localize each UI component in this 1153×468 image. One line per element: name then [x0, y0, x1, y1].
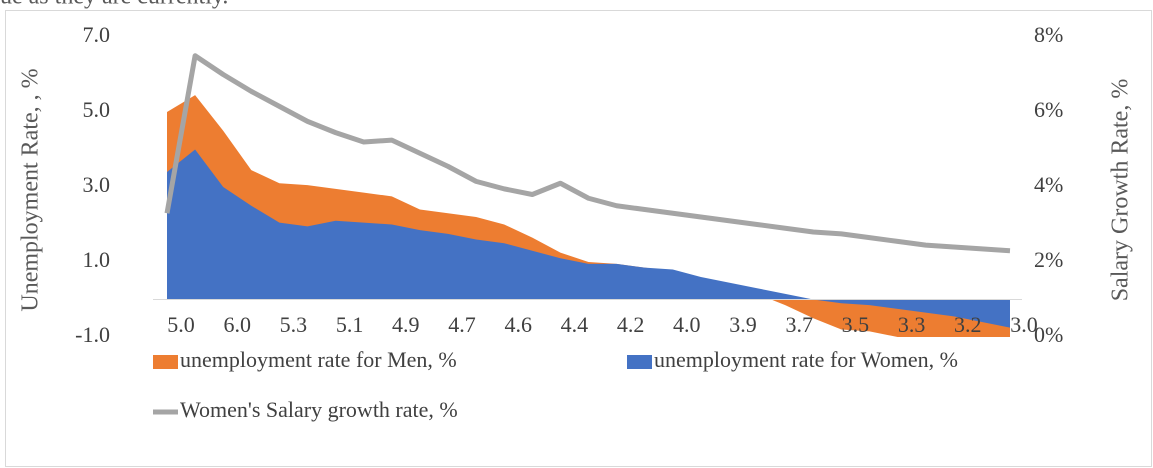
y-tick-label: 3.0 — [83, 172, 111, 197]
y-axis-title: Unemployment Rate, , % — [18, 68, 44, 311]
x-tick-label: 3.2 — [954, 312, 982, 337]
x-tick-label: 5.3 — [280, 312, 308, 337]
x-tick-label: 4.4 — [561, 312, 589, 337]
x-tick-label: 4.7 — [448, 312, 476, 337]
y2-tick-label: 4% — [1034, 172, 1063, 197]
y2-tick-label: 2% — [1034, 247, 1063, 272]
x-tick-label: 4.9 — [392, 312, 420, 337]
x-tick-label: 4.6 — [504, 312, 532, 337]
y2-tick-label: 0% — [1034, 322, 1063, 347]
legend-label: unemployment rate for Men, % — [180, 347, 457, 372]
x-tick-label: 5.1 — [336, 312, 364, 337]
x-tick-label: 5.0 — [167, 312, 195, 337]
y-tick-label: 7.0 — [83, 22, 111, 47]
x-tick-label: 3.5 — [842, 312, 870, 337]
x-tick-label: 3.0 — [1010, 312, 1038, 337]
area — [167, 149, 1010, 328]
y2-tick-label: 8% — [1034, 22, 1063, 47]
legend-swatch — [627, 355, 652, 369]
line — [164, 53, 1011, 254]
x-tick-label: 4.2 — [617, 312, 645, 337]
x-tick-label: 3.9 — [729, 312, 757, 337]
legend-label: unemployment rate for Women, % — [654, 347, 958, 372]
legend-swatch — [153, 355, 178, 369]
y2-tick-label: 6% — [1034, 97, 1063, 122]
legend-label: Women's Salary growth rate, % — [180, 397, 458, 422]
x-tick-label: 6.0 — [223, 312, 251, 337]
y2-axis-title: Salary Growth Rate, % — [1108, 79, 1134, 302]
x-tick-label: 3.3 — [898, 312, 926, 337]
y-tick-label: 5.0 — [83, 97, 111, 122]
x-tick-label: 4.0 — [673, 312, 701, 337]
header-text: ue as they are currently. — [0, 0, 228, 10]
x-tick-label: 3.7 — [785, 312, 813, 337]
y-tick-label: 1.0 — [83, 247, 111, 272]
y-tick-label: -1.0 — [75, 322, 110, 347]
